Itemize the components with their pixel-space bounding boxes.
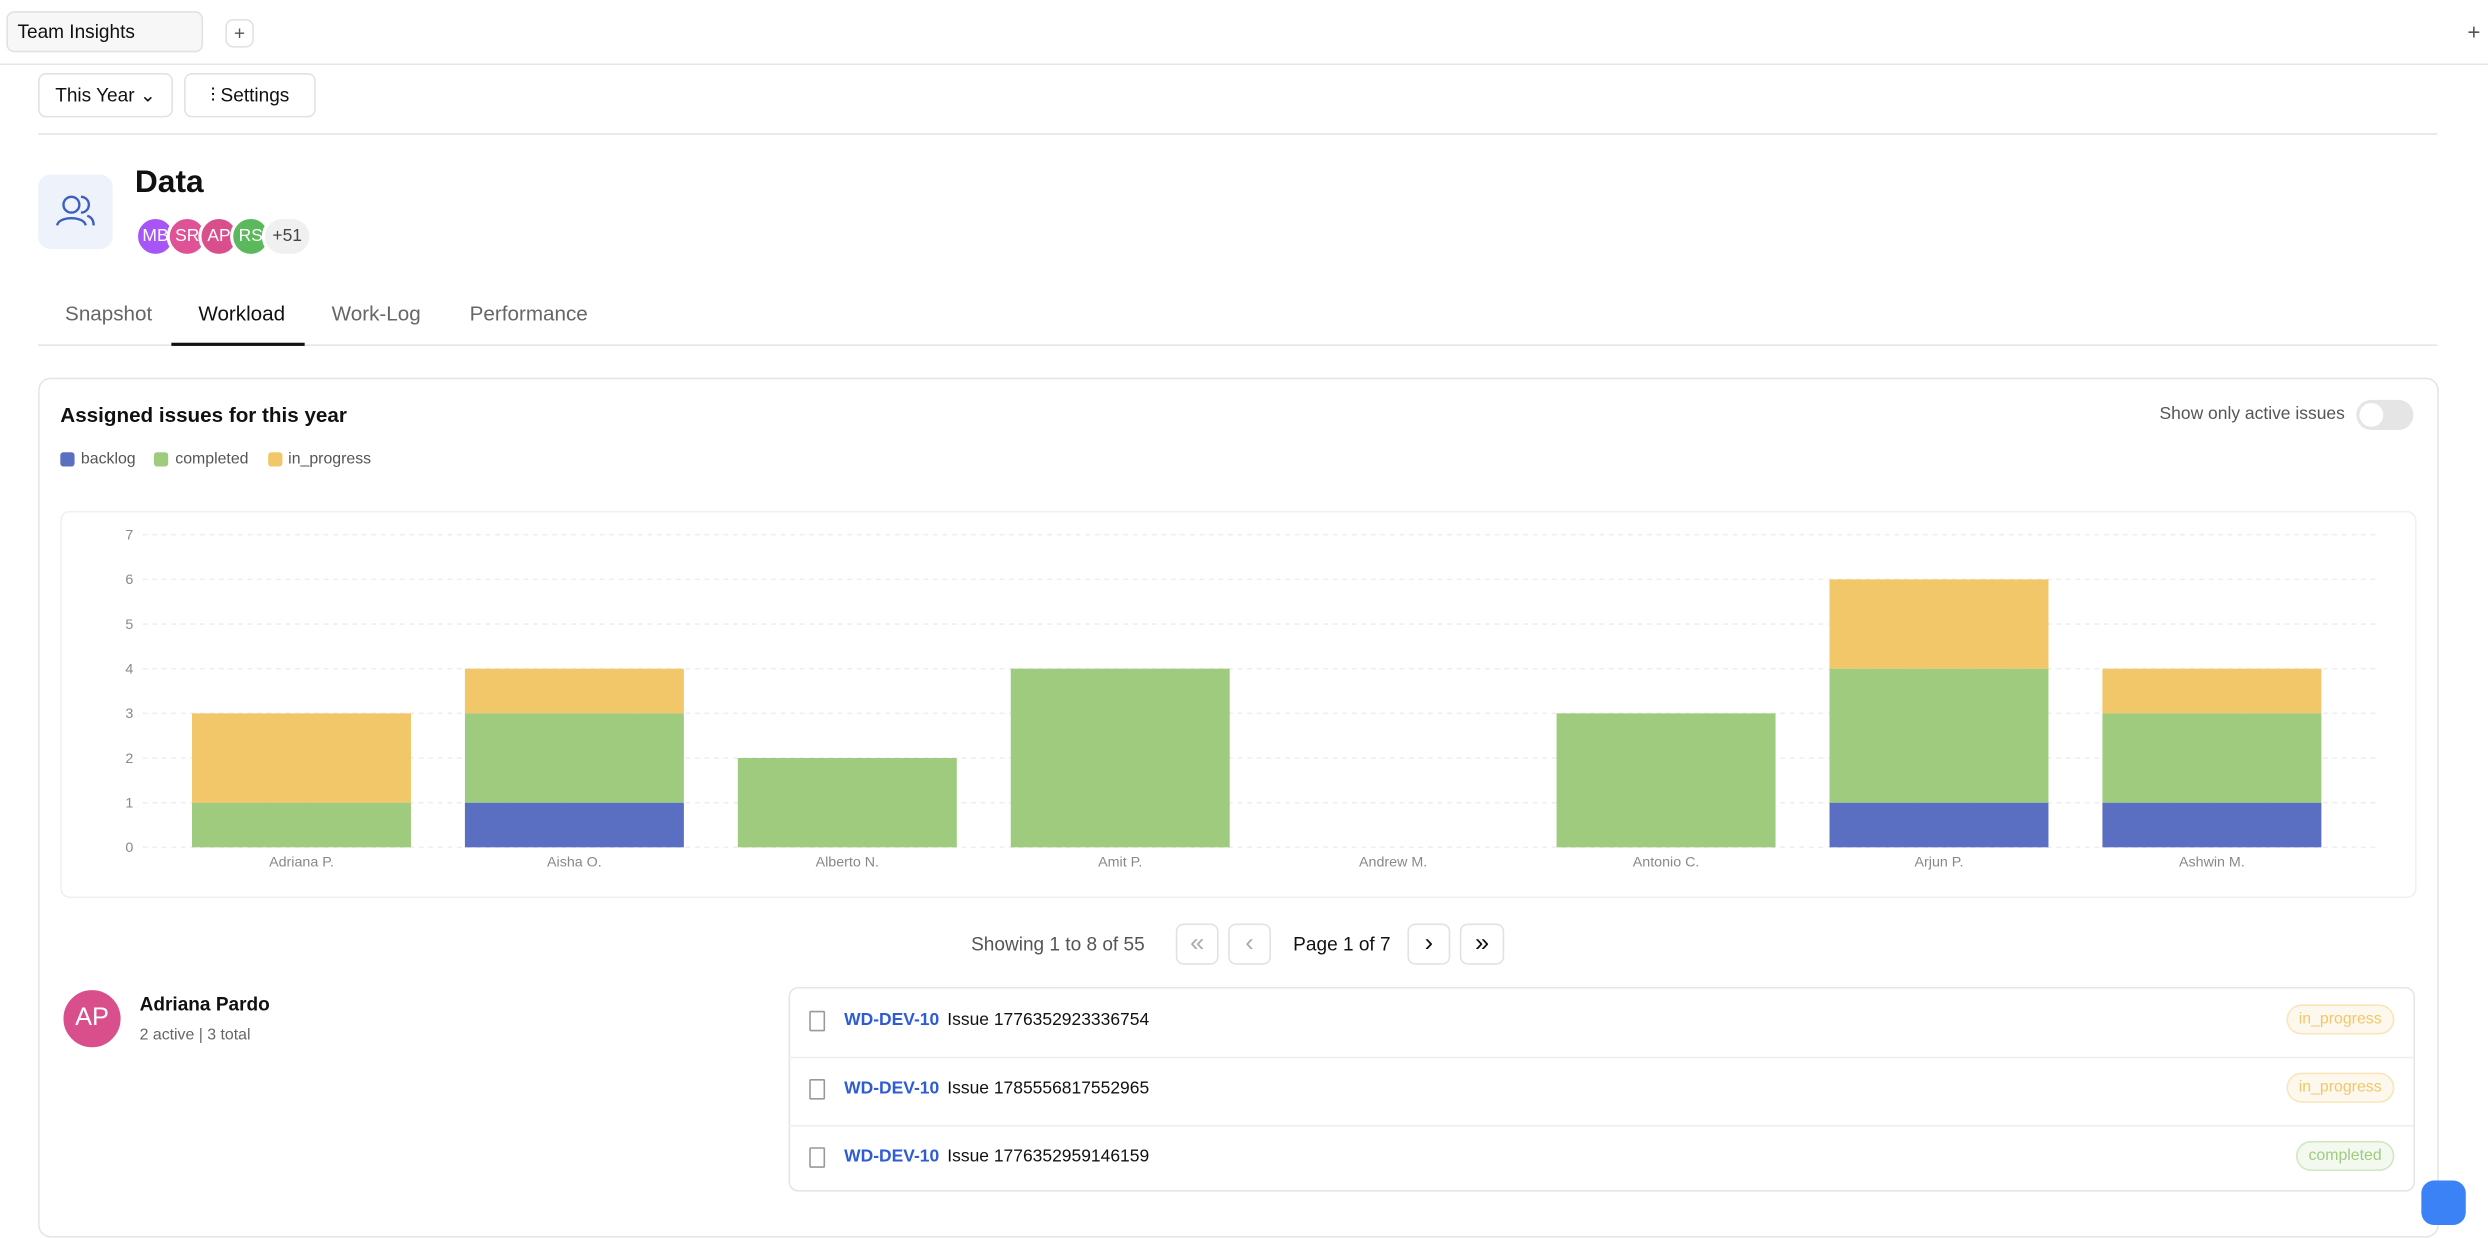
tab[interactable]: Work-Log — [331, 301, 421, 326]
bar-segment — [2102, 713, 2322, 803]
bar-segment — [191, 713, 411, 803]
bar-segment — [464, 802, 684, 848]
x-tick-label: Adriana P. — [269, 854, 334, 870]
assistant-button[interactable] — [2421, 1180, 2466, 1225]
showing: Showing 1 to 8 of 55 — [971, 932, 1145, 956]
issue-title: Issue 1785556817552965 — [947, 1078, 1150, 1099]
legend-swatch — [154, 452, 169, 467]
issue-title: Issue 1776352959146159 — [947, 1147, 1150, 1167]
bar-segment — [1829, 802, 2049, 848]
top-bar — [0, 0, 2488, 66]
avatars: MB SR AP RS +51 — [134, 215, 313, 258]
status-badge: in_progress — [2286, 1072, 2395, 1103]
x-tick-label: Antonio C. — [1633, 854, 1700, 870]
y-tick-label: 2 — [125, 751, 133, 767]
issue-icon — [809, 1010, 826, 1032]
y-tick-label: 3 — [125, 706, 133, 722]
y-tick-label: 4 — [125, 661, 133, 677]
bar-segment — [1829, 668, 2049, 803]
bar-segment — [737, 758, 957, 848]
toggle[interactable] — [2356, 399, 2414, 431]
divider — [38, 344, 2438, 346]
page-title: Data — [134, 165, 204, 200]
legend-item: completed — [154, 450, 249, 469]
issue-icon — [809, 1147, 826, 1168]
next-page[interactable]: › — [1407, 923, 1451, 965]
legend-item: in_progress — [267, 450, 372, 469]
bar-segment — [191, 802, 411, 848]
bar-segment — [1829, 579, 2049, 669]
legend-swatch — [267, 452, 282, 467]
tab-underline — [171, 342, 305, 346]
team-icon — [38, 174, 113, 250]
add-button[interactable]: + — [2467, 19, 2481, 45]
settings: Settings — [220, 84, 290, 107]
page-indicator: Page 1 of 7 — [1293, 932, 1391, 956]
tab[interactable]: Snapshot — [65, 301, 153, 326]
prev-page[interactable]: ‹ — [1228, 923, 1271, 965]
tab[interactable]: Performance — [469, 301, 588, 326]
issue-row[interactable]: WD-DEV-10 Issue 1776352959146159 completed — [789, 1125, 2414, 1193]
x-tick-label: Amit P. — [1098, 854, 1142, 870]
y-tick-label: 0 — [125, 840, 133, 856]
avatar-more: +51 — [261, 215, 313, 258]
bar-segment — [1010, 668, 1230, 848]
period: This Year — [55, 84, 135, 107]
divider — [38, 133, 2438, 135]
issue-key: WD-DEV-10 — [844, 1010, 940, 1030]
x-tick-label: Andrew M. — [1359, 854, 1427, 870]
chart: 0 1 2 3 4 5 6 7 Adriana P. Aisha O. Alberto N. Amit… — [125, 527, 2381, 870]
last-page[interactable]: » — [1459, 923, 1505, 965]
legend-label: backlog — [80, 450, 136, 469]
issue-key: WD-DEV-10 — [844, 1078, 940, 1099]
person-name: Adriana Pardo — [139, 993, 270, 1016]
person-avatar: AP — [60, 986, 124, 1051]
y-tick-label: 7 — [125, 527, 133, 543]
legend: backlog completed in_progress — [60, 451, 371, 468]
x-tick-label: Ashwin M. — [2179, 854, 2245, 870]
add-tab[interactable]: + — [225, 19, 254, 48]
issue-row[interactable]: WD-DEV-10 Issue 1785556817552965 in_progre… — [788, 1057, 2414, 1127]
status-badge: completed — [2295, 1140, 2395, 1172]
issue-list — [788, 986, 2416, 1192]
issue-title: Issue 1776352923336754 — [947, 1010, 1150, 1030]
legend-item: backlog — [60, 450, 136, 469]
bar-segment — [1556, 713, 1776, 848]
bar-segment — [464, 668, 684, 714]
status-badge: in_progress — [2286, 1004, 2395, 1035]
x-tick-label: Alberto N. — [816, 854, 879, 870]
issue-icon — [809, 1078, 826, 1100]
chart-box — [60, 510, 2417, 899]
legend-label: in_progress — [288, 450, 372, 469]
x-tick-label: Arjun P. — [1915, 854, 1964, 870]
y-tick-label: 5 — [125, 617, 133, 633]
settings-button[interactable]: ⫶ Settings — [184, 72, 316, 118]
chart-title: Assigned issues for this year — [60, 403, 347, 427]
window-tab[interactable]: Team Insights — [6, 11, 204, 53]
person-summary: 2 active | 3 total — [139, 1026, 251, 1045]
first-page[interactable]: « — [1175, 923, 1219, 965]
avatar: RS — [230, 215, 272, 258]
y-tick-label: 1 — [125, 795, 133, 811]
bar-segment — [464, 713, 684, 803]
period-dropdown[interactable]: This Year ⌄ — [38, 72, 173, 118]
issue-row[interactable]: WD-DEV-10 Issue 1776352923336754 in_progre… — [788, 989, 2414, 1059]
legend-swatch — [60, 452, 75, 467]
bar-segment — [2102, 802, 2322, 848]
tab[interactable]: Workload — [198, 301, 286, 326]
legend-label: completed — [175, 450, 249, 469]
toggle-label: Show only active issues — [2159, 404, 2345, 424]
y-tick-label: 6 — [125, 572, 133, 588]
x-tick-label: Aisha O. — [547, 854, 602, 870]
issue-key: WD-DEV-10 — [844, 1147, 940, 1167]
bar-segment — [2102, 668, 2322, 714]
